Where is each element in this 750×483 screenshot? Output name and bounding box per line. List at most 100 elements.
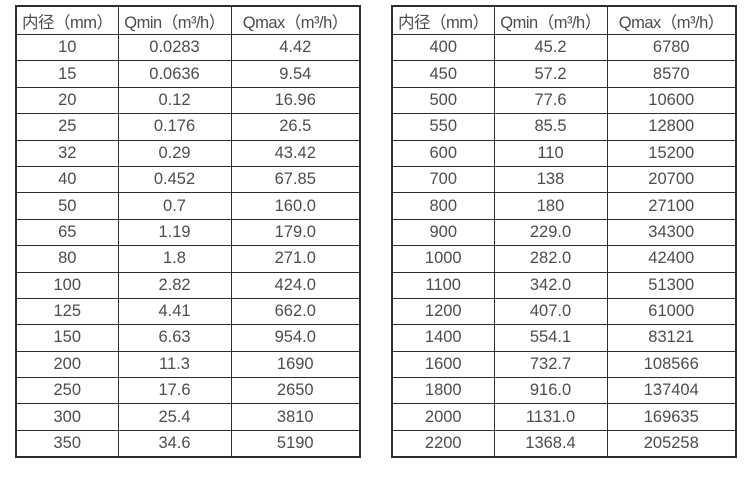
table-row: 10 0.0283 4.42 [15, 33, 361, 62]
inner-diameter-cell: 2200 [391, 429, 495, 458]
qmin-cell: 0.176 [117, 113, 232, 141]
qmax-cell: 108566 [606, 350, 737, 379]
header-row: 内径（mm） Qmin（m³/h） Qmax（m³/h） [391, 5, 737, 35]
qmin-cell: 6.63 [117, 324, 232, 352]
table-row: 150 6.63 954.0 [15, 324, 361, 352]
table-row: 20 0.12 16.96 [15, 86, 361, 115]
table-row: 800 180 27100 [391, 192, 737, 220]
qmax-cell: 3810 [230, 403, 361, 431]
qmin-cell: 11.3 [117, 350, 232, 379]
table-row: 1800 916.0 137404 [391, 377, 737, 405]
inner-diameter-cell: 550 [391, 113, 495, 141]
qmax-cell: 12800 [606, 113, 737, 141]
qmin-cell: 407.0 [493, 297, 608, 326]
table-row: 200 11.3 1690 [15, 350, 361, 379]
inner-diameter-cell: 125 [15, 297, 119, 326]
flow-rate-table-large-diameters: 内径（mm） Qmin（m³/h） Qmax（m³/h） 400 45.2 6780 45… [391, 5, 737, 459]
qmin-cell: 0.452 [117, 165, 232, 194]
qmin-cell: 4.41 [117, 297, 232, 326]
qmax-cell: 5190 [230, 429, 361, 458]
table-row: 15 0.0636 9.54 [15, 60, 361, 88]
qmax-cell: 67.85 [230, 165, 361, 194]
table-row: 1600 732.7 108566 [391, 350, 737, 379]
table-row: 2200 1368.4 205258 [391, 429, 737, 458]
inner-diameter-cell: 1400 [391, 324, 495, 352]
inner-diameter-cell: 40 [15, 165, 119, 194]
qmin-cell: 25.4 [117, 403, 232, 431]
qmin-cell: 229.0 [493, 218, 608, 247]
inner-diameter-cell: 800 [391, 192, 495, 220]
qmax-cell: 20700 [606, 165, 737, 194]
header-row: 内径（mm） Qmin（m³/h） Qmax（m³/h） [15, 5, 361, 35]
table-row: 1400 554.1 83121 [391, 324, 737, 352]
inner-diameter-cell: 700 [391, 165, 495, 194]
inner-diameter-cell: 65 [15, 218, 119, 247]
table-row: 400 45.2 6780 [391, 33, 737, 62]
table-row: 40 0.452 67.85 [15, 165, 361, 194]
qmin-cell: 110 [493, 139, 608, 167]
table-row: 600 110 15200 [391, 139, 737, 167]
inner-diameter-cell: 400 [391, 33, 495, 62]
inner-diameter-cell: 900 [391, 218, 495, 247]
table-row: 100 2.82 424.0 [15, 271, 361, 299]
inner-diameter-header: 内径（mm） [391, 5, 495, 35]
qmax-cell: 4.42 [230, 33, 361, 62]
qmin-header: Qmin（m³/h） [493, 5, 608, 35]
qmax-cell: 8570 [606, 60, 737, 88]
inner-diameter-cell: 1600 [391, 350, 495, 379]
qmax-cell: 179.0 [230, 218, 361, 247]
qmax-cell: 6780 [606, 33, 737, 62]
inner-diameter-cell: 80 [15, 245, 119, 273]
qmin-cell: 45.2 [493, 33, 608, 62]
qmin-cell: 554.1 [493, 324, 608, 352]
inner-diameter-cell: 1200 [391, 297, 495, 326]
qmin-cell: 342.0 [493, 271, 608, 299]
qmin-header: Qmin（m³/h） [117, 5, 232, 35]
flow-rate-tables: 内径（mm） Qmin（m³/h） Qmax（m³/h） 10 0.0283 4.42 1… [15, 5, 737, 459]
qmin-cell: 0.29 [117, 139, 232, 167]
qmax-cell: 271.0 [230, 245, 361, 273]
inner-diameter-cell: 20 [15, 86, 119, 115]
qmin-cell: 1.19 [117, 218, 232, 247]
qmax-cell: 9.54 [230, 60, 361, 88]
qmax-cell: 26.5 [230, 113, 361, 141]
flow-rate-table-small-diameters: 内径（mm） Qmin（m³/h） Qmax（m³/h） 10 0.0283 4.42 1… [15, 5, 361, 459]
qmax-cell: 27100 [606, 192, 737, 220]
qmin-cell: 77.6 [493, 86, 608, 115]
qmax-cell: 1690 [230, 350, 361, 379]
inner-diameter-cell: 450 [391, 60, 495, 88]
qmin-cell: 2.82 [117, 271, 232, 299]
qmin-cell: 916.0 [493, 377, 608, 405]
inner-diameter-cell: 150 [15, 324, 119, 352]
table-row: 32 0.29 43.42 [15, 139, 361, 167]
qmax-cell: 43.42 [230, 139, 361, 167]
inner-diameter-cell: 200 [15, 350, 119, 379]
qmax-cell: 83121 [606, 324, 737, 352]
qmax-cell: 42400 [606, 245, 737, 273]
qmin-cell: 1.8 [117, 245, 232, 273]
inner-diameter-cell: 25 [15, 113, 119, 141]
qmax-cell: 160.0 [230, 192, 361, 220]
qmin-cell: 0.12 [117, 86, 232, 115]
qmax-header: Qmax（m³/h） [230, 5, 361, 35]
qmin-cell: 282.0 [493, 245, 608, 273]
table-row: 550 85.5 12800 [391, 113, 737, 141]
qmax-header: Qmax（m³/h） [606, 5, 737, 35]
qmin-cell: 57.2 [493, 60, 608, 88]
inner-diameter-cell: 600 [391, 139, 495, 167]
qmax-cell: 137404 [606, 377, 737, 405]
inner-diameter-cell: 50 [15, 192, 119, 220]
qmax-cell: 15200 [606, 139, 737, 167]
qmin-cell: 180 [493, 192, 608, 220]
table-row: 450 57.2 8570 [391, 60, 737, 88]
table-row: 250 17.6 2650 [15, 377, 361, 405]
qmax-cell: 954.0 [230, 324, 361, 352]
qmax-cell: 205258 [606, 429, 737, 458]
qmin-cell: 138 [493, 165, 608, 194]
table-row: 125 4.41 662.0 [15, 297, 361, 326]
qmax-cell: 169635 [606, 403, 737, 431]
inner-diameter-cell: 1100 [391, 271, 495, 299]
qmin-cell: 732.7 [493, 350, 608, 379]
inner-diameter-cell: 100 [15, 271, 119, 299]
qmax-cell: 61000 [606, 297, 737, 326]
